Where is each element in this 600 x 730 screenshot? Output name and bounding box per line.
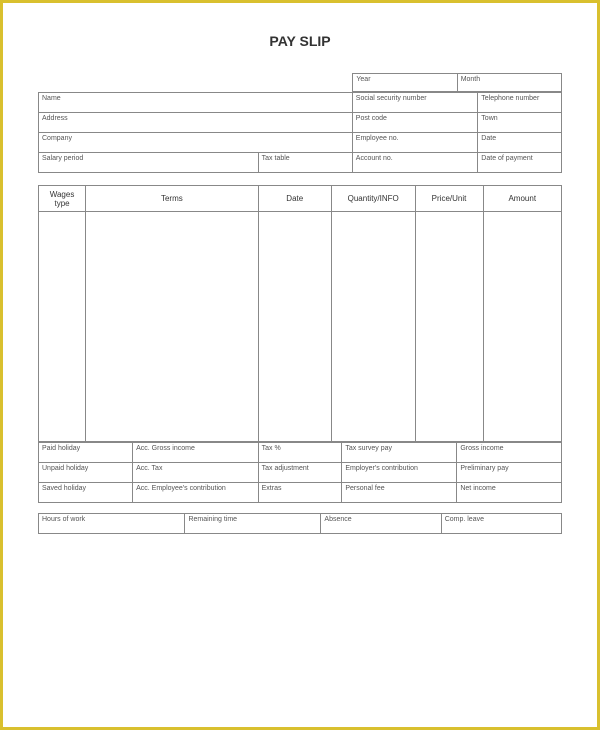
year-month-table: Year Month (352, 73, 562, 92)
footer-absence: Absence (321, 514, 441, 534)
company-cell: Company (39, 133, 353, 153)
sum-r2c2: Acc. Tax (133, 463, 259, 483)
sum-r1c2: Acc. Gross income (133, 443, 259, 463)
date-cell: Date (478, 133, 562, 153)
account-cell: Account no. (352, 153, 478, 173)
date-payment-cell: Date of payment (478, 153, 562, 173)
col-amount: Amount (483, 186, 561, 212)
summary-table: Paid holiday Acc. Gross income Tax % Tax… (38, 442, 562, 503)
sum-r1c4: Tax survey pay (342, 443, 457, 463)
sum-r2c5: Preliminary pay (457, 463, 562, 483)
footer-hours: Hours of work (39, 514, 185, 534)
wages-table: Wages type Terms Date Quantity/INFO Pric… (38, 185, 562, 442)
col-terms: Terms (86, 186, 259, 212)
wages-body-1 (39, 212, 86, 442)
town-cell: Town (478, 113, 562, 133)
wages-body-3 (258, 212, 331, 442)
name-cell: Name (39, 93, 353, 113)
info-table: Name Social security number Telephone nu… (38, 92, 562, 173)
phone-cell: Telephone number (478, 93, 562, 113)
payslip-frame: PAY SLIP Year Month Name Social security… (0, 0, 600, 730)
sum-r3c2: Acc. Employee's contribution (133, 483, 259, 503)
tax-table-cell: Tax table (258, 153, 352, 173)
footer-comp: Comp. leave (441, 514, 561, 534)
year-cell: Year (353, 74, 457, 92)
page-title: PAY SLIP (38, 33, 562, 49)
wages-body-6 (483, 212, 561, 442)
sum-r1c3: Tax % (258, 443, 342, 463)
col-price: Price/Unit (415, 186, 483, 212)
col-date: Date (258, 186, 331, 212)
footer-remaining: Remaining time (185, 514, 321, 534)
empno-cell: Employee no. (352, 133, 478, 153)
col-qty: Quantity/INFO (331, 186, 415, 212)
header-section: Year Month Name Social security number T… (38, 73, 562, 173)
footer-table: Hours of work Remaining time Absence Com… (38, 513, 562, 534)
sum-r1c1: Paid holiday (39, 443, 133, 463)
sum-r2c4: Employer's contribution (342, 463, 457, 483)
wages-body-4 (331, 212, 415, 442)
sum-r2c1: Unpaid holiday (39, 463, 133, 483)
month-cell: Month (457, 74, 561, 92)
sum-r1c5: Gross income (457, 443, 562, 463)
wages-body-2 (86, 212, 259, 442)
salary-period-cell: Salary period (39, 153, 259, 173)
address-cell: Address (39, 113, 353, 133)
sum-r3c3: Extras (258, 483, 342, 503)
sum-r3c1: Saved holiday (39, 483, 133, 503)
wages-body-5 (415, 212, 483, 442)
sum-r3c5: Net income (457, 483, 562, 503)
postcode-cell: Post code (352, 113, 478, 133)
col-wagestype: Wages type (39, 186, 86, 212)
sum-r3c4: Personal fee (342, 483, 457, 503)
ssn-cell: Social security number (352, 93, 478, 113)
sum-r2c3: Tax adjustment (258, 463, 342, 483)
